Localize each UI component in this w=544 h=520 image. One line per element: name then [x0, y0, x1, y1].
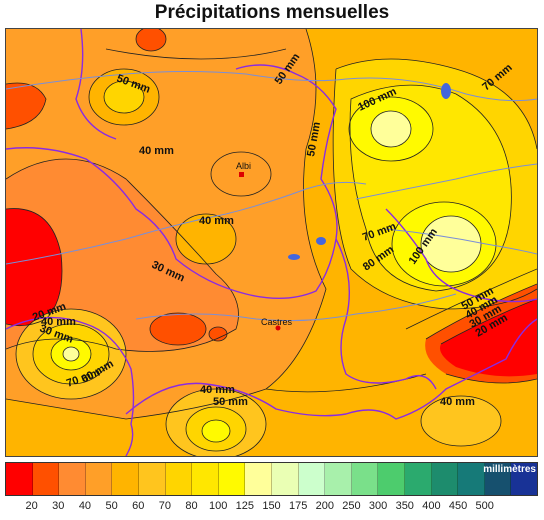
- legend-swatch: [245, 463, 272, 495]
- legend-tick: 250: [342, 500, 361, 512]
- legend-swatch: [378, 463, 405, 495]
- zone-70mm-south: [202, 420, 230, 442]
- legend-swatch: [511, 463, 537, 495]
- zone-100mm-southwest: [63, 347, 79, 361]
- zone-20mm-west: [6, 208, 62, 326]
- zone-60mm-north: [104, 81, 144, 113]
- legend-swatch: [6, 463, 33, 495]
- legend-tick: 400: [422, 500, 441, 512]
- city-label-albi: Albi: [236, 161, 251, 171]
- contour-label: 50 mm: [213, 396, 248, 408]
- contour-label: 40 mm: [199, 215, 234, 227]
- legend-swatch: [404, 463, 432, 495]
- legend-tick: 70: [158, 500, 172, 512]
- legend-swatch: [138, 463, 166, 495]
- legend-tick: 100: [209, 500, 228, 512]
- zone-100mm-east: [421, 216, 481, 272]
- lake-central: [316, 237, 326, 245]
- legend-tick: 50: [105, 500, 118, 512]
- legend-swatch: [325, 463, 352, 495]
- legend-tick-labels: 20 30 40 50 60 70 80 100 125 150 175 200 250 300 350 40…: [5, 500, 538, 516]
- rivers: [6, 71, 537, 322]
- zone-30mm-central: [150, 313, 206, 345]
- contour-label: 40 mm: [41, 316, 76, 328]
- legend-tick: 20: [25, 500, 38, 512]
- legend-unit-label: millimètres: [483, 464, 536, 475]
- contour-label: 40 mm: [440, 396, 475, 408]
- zone-50mm-central: [176, 214, 236, 264]
- legend-swatch: [112, 463, 139, 495]
- legend-tick: 60: [132, 500, 145, 512]
- contour-lines: [6, 29, 537, 456]
- legend-swatch: [351, 463, 379, 495]
- legend-swatch: [165, 463, 193, 495]
- zone-60mm-southeast: [421, 396, 501, 446]
- legend-tick: 80: [185, 500, 198, 512]
- legend-swatch: [32, 463, 60, 495]
- legend-tick: 450: [448, 500, 468, 512]
- department-boundaries: [6, 29, 537, 456]
- map-title: Précipitations mensuelles: [154, 2, 390, 23]
- contour-label: 50 mm: [305, 121, 323, 158]
- city-marker-albi: [239, 172, 244, 177]
- legend-swatch: [218, 463, 246, 495]
- legend-tick: 175: [288, 500, 308, 512]
- contour-label: 40 mm: [139, 145, 174, 157]
- legend-swatch: [298, 463, 326, 495]
- legend-tick: 300: [368, 500, 388, 512]
- zone-30mm-north: [136, 29, 166, 51]
- legend-swatch: [85, 463, 113, 495]
- legend-tick: 40: [78, 500, 92, 512]
- zone-30mm-northwest: [6, 83, 46, 129]
- city-label-castres: Castres: [261, 317, 293, 327]
- map-canvas: Albi Castres 50 mm 50 mm 40 mm 50 mm 100…: [6, 29, 537, 456]
- legend-swatch: [59, 463, 86, 495]
- legend-tick: 200: [315, 500, 334, 512]
- legend-tick: 125: [235, 500, 255, 512]
- legend-tick: 500: [475, 500, 494, 512]
- legend-swatch: [431, 463, 459, 495]
- legend-tick: 30: [52, 500, 65, 512]
- lake-south: [288, 254, 300, 260]
- lake-north: [441, 83, 451, 99]
- city-marker-castres: [275, 325, 281, 331]
- zone-100mm-northeast: [371, 111, 411, 147]
- zone-20mm-southeast: [440, 299, 537, 377]
- legend-tick: 350: [395, 500, 414, 512]
- legend-swatch: [484, 463, 512, 495]
- legend-swatch: [192, 463, 219, 495]
- zone-30mm-west: [6, 159, 239, 352]
- legend-swatch: [458, 463, 485, 495]
- legend-tick: 150: [262, 500, 281, 512]
- precipitation-map: Albi Castres 50 mm 50 mm 40 mm 50 mm 100…: [5, 28, 538, 457]
- legend-swatch: [271, 463, 299, 495]
- color-legend: [5, 462, 538, 496]
- contour-label: 40 mm: [200, 384, 235, 396]
- zone-30mm-small: [209, 327, 227, 341]
